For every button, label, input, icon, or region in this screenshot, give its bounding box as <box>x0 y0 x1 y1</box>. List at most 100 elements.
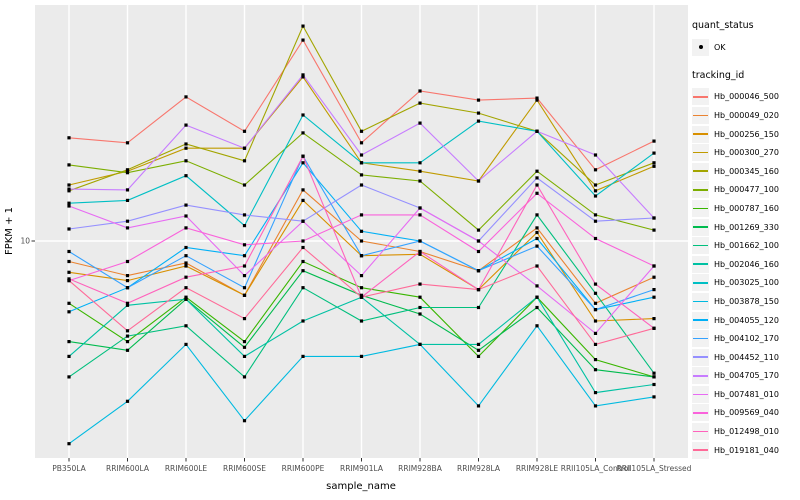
data-point <box>301 113 305 117</box>
legend-item-Hb_004055_120: Hb_004055_120 <box>692 311 800 330</box>
data-point <box>535 295 539 299</box>
data-point <box>301 161 305 165</box>
series-color-line-icon <box>693 244 708 247</box>
data-point <box>67 279 71 283</box>
data-point <box>125 279 130 283</box>
legend-item-Hb_001662_100: Hb_001662_100 <box>692 236 800 255</box>
legend-item-Hb_001269_330: Hb_001269_330 <box>692 218 800 237</box>
data-point <box>359 153 364 157</box>
data-point <box>184 286 188 290</box>
data-point <box>652 382 656 387</box>
x-axis-title: sample_name <box>326 481 396 492</box>
data-point <box>67 189 71 193</box>
data-point <box>652 371 656 375</box>
line-key-icon <box>692 404 709 422</box>
data-point <box>476 98 481 102</box>
legend-item-Hb_000256_150: Hb_000256_150 <box>692 125 800 144</box>
data-point <box>184 261 188 265</box>
data-point <box>125 301 130 305</box>
legend-item-label: Hb_007481_010 <box>714 389 779 399</box>
data-point <box>652 326 656 330</box>
series-color-line-icon <box>693 189 708 191</box>
data-point <box>184 245 188 250</box>
series-color-line-icon <box>693 337 708 340</box>
x-tick-label: RRIM600LA <box>106 464 150 473</box>
data-point <box>301 131 305 135</box>
data-point <box>476 269 481 273</box>
data-point <box>359 213 364 217</box>
data-point <box>301 154 305 158</box>
legend-item-label: Hb_004102_170 <box>714 334 779 344</box>
data-point <box>359 173 364 177</box>
data-point <box>359 254 364 258</box>
data-point <box>242 354 247 358</box>
data-point <box>418 295 422 299</box>
legend-item-label: Hb_000046_500 <box>714 92 779 102</box>
data-point <box>418 239 422 243</box>
line-key-icon <box>692 181 709 199</box>
data-point <box>67 354 71 358</box>
data-point <box>242 224 247 228</box>
data-point <box>593 331 598 335</box>
x-tick-label: RRIM928LE <box>516 464 559 473</box>
line-key-icon <box>692 423 709 441</box>
data-point <box>242 159 247 163</box>
x-tick-label: RRIM901LA <box>340 464 384 473</box>
legend-item-label: Hb_004452_110 <box>714 352 779 362</box>
line-key-icon <box>692 441 709 459</box>
legend-item-label: Hb_019181_040 <box>714 445 779 455</box>
data-point <box>535 213 539 217</box>
data-point <box>652 317 656 321</box>
legend-item-Hb_007481_010: Hb_007481_010 <box>692 385 800 404</box>
data-point <box>67 201 71 205</box>
data-point <box>125 171 130 175</box>
data-point <box>242 419 247 423</box>
data-point <box>125 188 130 192</box>
data-point <box>652 264 656 268</box>
data-point <box>301 73 305 77</box>
legend-item-Hb_003025_100: Hb_003025_100 <box>692 274 800 293</box>
data-point <box>184 95 188 99</box>
line-key-icon <box>692 274 709 292</box>
data-point <box>593 153 598 157</box>
data-point <box>359 183 364 187</box>
data-point <box>359 319 364 323</box>
data-point <box>593 194 598 198</box>
line-key-icon <box>692 88 709 106</box>
data-point <box>125 334 130 338</box>
data-point <box>125 226 130 230</box>
data-point <box>242 243 247 247</box>
data-point <box>242 317 247 321</box>
data-point <box>125 340 130 344</box>
line-key-icon <box>692 237 709 255</box>
data-point <box>184 342 188 346</box>
legend-item-Hb_000049_020: Hb_000049_020 <box>692 106 800 125</box>
data-point <box>301 198 305 202</box>
data-point <box>593 236 598 241</box>
data-point <box>125 141 130 145</box>
data-point <box>476 228 481 232</box>
data-point <box>67 227 71 231</box>
data-point <box>184 146 188 150</box>
series-color-line-icon <box>693 300 708 303</box>
data-point <box>67 340 71 344</box>
legend-item-label: Hb_000345_160 <box>714 166 779 176</box>
data-point <box>476 119 481 123</box>
data-point <box>476 305 481 310</box>
data-point <box>535 264 539 268</box>
data-point <box>359 141 364 145</box>
legend-item-Hb_000046_500: Hb_000046_500 <box>692 88 800 107</box>
legend-item-label: Hb_000300_270 <box>714 148 779 158</box>
data-point <box>67 204 71 208</box>
x-tick-label: RRIM600LE <box>165 464 208 473</box>
data-point <box>593 404 598 408</box>
data-point <box>242 129 247 133</box>
data-point <box>67 183 71 187</box>
data-point <box>535 98 539 102</box>
series-color-line-icon <box>693 412 708 414</box>
data-point <box>593 391 598 395</box>
data-point <box>125 399 130 403</box>
legend-item-Hb_004452_110: Hb_004452_110 <box>692 348 800 367</box>
legend-item-label: Hb_000787_160 <box>714 203 779 213</box>
data-point <box>535 191 539 195</box>
